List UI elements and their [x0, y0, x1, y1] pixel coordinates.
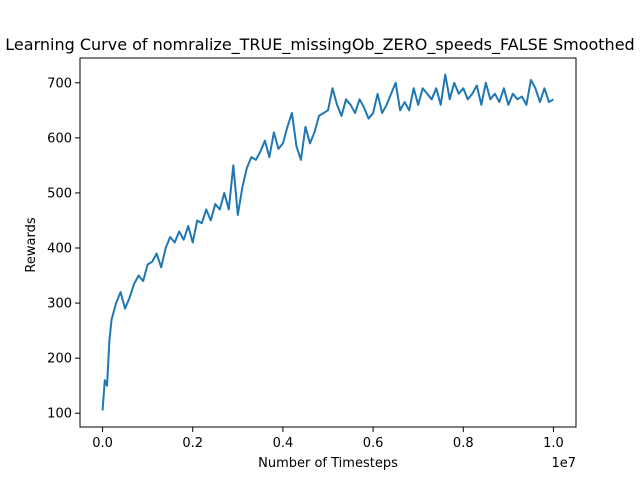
x-tick-label: 0.8: [453, 436, 474, 451]
y-tick-label: 100: [47, 407, 72, 422]
x-tick-label: 0.2: [182, 436, 203, 451]
series-line: [101, 73, 554, 411]
x-axis-label: Number of Timesteps: [258, 456, 398, 471]
y-tick-label: 600: [47, 131, 72, 146]
x-offset-label: 1e7: [551, 456, 576, 471]
y-tick-label: 700: [47, 76, 72, 91]
y-tick-label: 200: [47, 352, 72, 367]
y-axis-label: Rewards: [24, 217, 39, 272]
y-axis: 100 200 300 400 500 600 700: [47, 76, 80, 422]
x-tick-label: 1.0: [543, 436, 564, 451]
x-tick-label: 0.0: [92, 436, 113, 451]
y-tick-label: 500: [47, 186, 72, 201]
x-axis: 0.0 0.2 0.4 0.6 0.8 1.0: [92, 427, 564, 451]
chart-title: Learning Curve of nomralize_TRUE_missing…: [5, 35, 634, 55]
y-tick-label: 400: [47, 242, 72, 257]
x-tick-label: 0.4: [273, 436, 294, 451]
x-tick-label: 0.6: [363, 436, 384, 451]
plot-frame: [79, 57, 577, 428]
y-tick-label: 300: [47, 297, 72, 312]
